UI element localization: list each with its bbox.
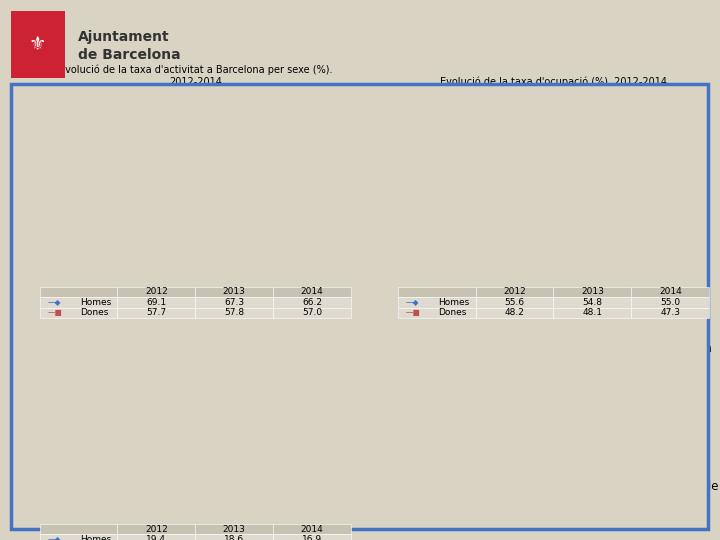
Text: 48.1: 48.1 — [582, 308, 603, 318]
Text: 2014: 2014 — [301, 524, 323, 534]
Text: Població inactiva: 134 mil dones més que homes.: Població inactiva: 134 mil dones més que… — [438, 389, 683, 417]
Text: 54.8: 54.8 — [582, 298, 603, 307]
Text: —◆: —◆ — [405, 298, 419, 307]
Text: 47.3: 47.3 — [660, 308, 680, 318]
Text: 67.3: 67.3 — [224, 298, 244, 307]
Text: Homes: Homes — [438, 298, 469, 307]
Text: —◆: —◆ — [48, 298, 61, 307]
Text: 2013: 2013 — [581, 287, 604, 296]
Text: —◆: —◆ — [48, 535, 61, 540]
Text: de Barcelona: de Barcelona — [78, 48, 181, 62]
Text: •: • — [410, 389, 419, 404]
Text: 2012: 2012 — [145, 287, 168, 296]
Text: 69.1: 69.1 — [146, 298, 166, 307]
Text: 55.0: 55.0 — [660, 298, 680, 307]
Text: 2013: 2013 — [222, 524, 246, 534]
Text: 2014: 2014 — [301, 287, 323, 296]
Text: —■: —■ — [48, 308, 62, 318]
Text: Les dones triguen menys temps a trobar feina que els homes.: Les dones triguen menys temps a trobar f… — [438, 342, 712, 370]
Text: 16.9: 16.9 — [302, 535, 322, 540]
Text: 66.2: 66.2 — [302, 298, 322, 307]
Title: Evolució de la taxa d'activitat a Barcelona per sexe (%).
2012-2014: Evolució de la taxa d'activitat a Barcel… — [58, 65, 332, 87]
Line: Homes: Homes — [51, 347, 340, 451]
Text: 2013: 2013 — [222, 287, 246, 296]
Text: 2012: 2012 — [145, 524, 168, 534]
Line: Homes: Homes — [409, 116, 698, 131]
Text: 19.4: 19.4 — [146, 535, 166, 540]
Text: 2012: 2012 — [503, 287, 526, 296]
Text: Homes: Homes — [80, 535, 112, 540]
Line: Homes: Homes — [51, 120, 340, 141]
Text: ⚜: ⚜ — [29, 35, 46, 54]
Text: 55.6: 55.6 — [505, 298, 525, 307]
Text: 48.2: 48.2 — [505, 308, 524, 318]
Text: •: • — [410, 342, 419, 357]
Text: Ajuntament: Ajuntament — [78, 30, 169, 44]
Text: —■: —■ — [405, 308, 420, 318]
Text: 18.6: 18.6 — [224, 535, 244, 540]
Text: 2014: 2014 — [659, 287, 682, 296]
Text: Més contractes a dones que a homes.: Més contractes a dones que a homes. — [438, 433, 662, 446]
Text: Dones: Dones — [80, 308, 109, 318]
Title: Evolució de la taxa d'ocupació (%). 2012-2014: Evolució de la taxa d'ocupació (%). 2012… — [440, 77, 667, 87]
Line: Dones: Dones — [51, 438, 340, 471]
Line: Dones: Dones — [51, 184, 340, 193]
Line: Dones: Dones — [409, 207, 698, 224]
Text: 57.8: 57.8 — [224, 308, 244, 318]
Text: Homes: Homes — [80, 298, 112, 307]
Text: •: • — [410, 481, 419, 495]
Text: desigualtat salarial forta: mitjana salarial és de 1.656,2€ mensuals per als hom: desigualtat salarial forta: mitjana sala… — [438, 481, 719, 523]
Text: 57.7: 57.7 — [146, 308, 166, 318]
Text: •: • — [410, 433, 419, 448]
Text: Dones: Dones — [438, 308, 467, 318]
Text: 57.0: 57.0 — [302, 308, 322, 318]
Title: Evolució de la taxa d'atur a Barcelona per sexe (%). 2012-
2014: Evolució de la taxa d'atur a Barcelona p… — [53, 302, 338, 324]
